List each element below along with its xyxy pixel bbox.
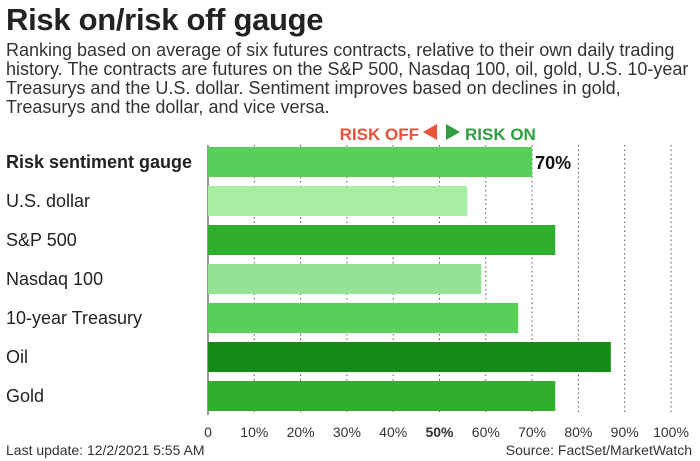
category-label: S&P 500 [6, 230, 77, 250]
bar [208, 264, 482, 294]
x-tick-label: 40% [379, 424, 407, 440]
x-tick-label: 0 [204, 424, 212, 440]
bars [208, 147, 611, 411]
last-update: Last update: 12/2/2021 5:55 AM [6, 442, 205, 458]
x-tick-label: 90% [611, 424, 639, 440]
x-tick-label: 30% [333, 424, 361, 440]
category-label: 10-year Treasury [6, 308, 142, 328]
x-tick-label: 10% [240, 424, 268, 440]
bar [208, 342, 611, 372]
risk-on-label: RISK ON [465, 125, 536, 144]
arrow-left-icon [423, 124, 437, 140]
bar [208, 186, 468, 216]
x-axis-ticks: 0 10% 20% 30% 40% 50% 60% 70% 80% 90% 100% [204, 424, 689, 440]
x-tick-label: 20% [287, 424, 315, 440]
bar [208, 225, 556, 255]
x-tick-label: 80% [564, 424, 592, 440]
category-label: Oil [6, 347, 28, 367]
bar [208, 303, 519, 333]
category-label: Risk sentiment gauge [6, 152, 192, 172]
category-label: U.S. dollar [6, 191, 90, 211]
category-labels: Risk sentiment gauge 70% U.S. dollar S&P 50… [6, 152, 571, 406]
risk-off-label: RISK OFF [340, 125, 419, 144]
risk-legend: RISK OFF RISK ON [340, 124, 536, 144]
data-label: 70% [535, 153, 571, 173]
source-credit: Source: FactSet/MarketWatch [505, 442, 692, 458]
bar [208, 147, 533, 177]
x-tick-label: 100% [653, 424, 689, 440]
category-label: Nasdaq 100 [6, 269, 103, 289]
bar [208, 381, 556, 411]
chart-subtitle: Ranking based on average of six futures … [6, 40, 689, 117]
x-tick-label: 70% [518, 424, 546, 440]
chart-title: Risk on/risk off gauge [6, 2, 324, 37]
category-label: Gold [6, 386, 44, 406]
arrow-right-icon [446, 124, 460, 140]
x-tick-label: 50% [425, 424, 454, 440]
x-tick-label: 60% [472, 424, 500, 440]
